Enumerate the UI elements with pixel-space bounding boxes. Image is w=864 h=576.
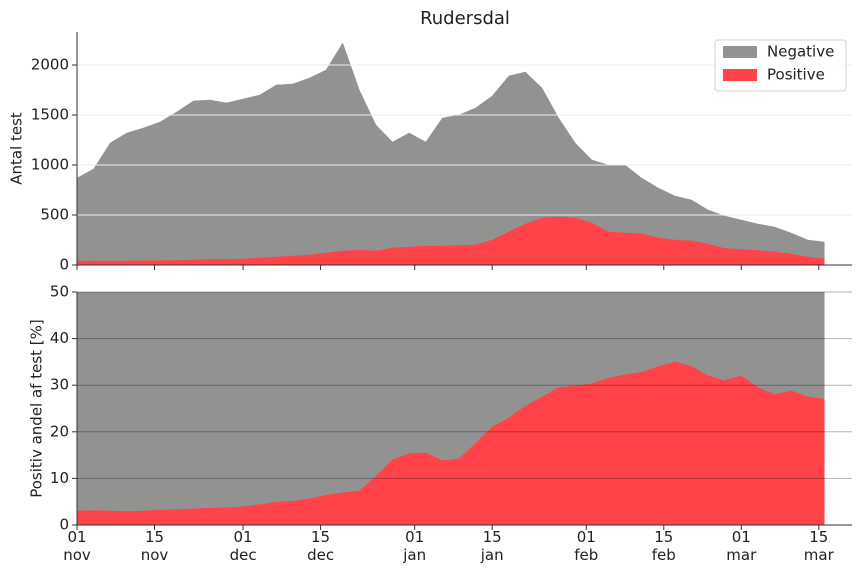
chart-title: Rudersdal <box>420 8 510 29</box>
y-tick-label: 30 <box>50 376 69 394</box>
x-tick-label: 15 jan <box>480 528 504 564</box>
y-tick-label: 1000 <box>31 156 69 174</box>
plot-area <box>76 42 825 266</box>
y-tick-label: 50 <box>50 283 69 301</box>
y-axis-label: Positiv andel af test [%] <box>28 319 46 498</box>
y-tick-label: 0 <box>59 256 69 274</box>
x-tick-label: 15 mar <box>803 528 834 564</box>
legend-swatch <box>723 46 757 58</box>
y-tick-label: 1500 <box>31 106 69 124</box>
area <box>76 42 825 262</box>
area <box>77 361 825 525</box>
y-tick-label: 0 <box>59 516 69 534</box>
x-tick-label: 01 mar <box>726 528 757 564</box>
legend-label: Negative <box>767 43 834 61</box>
y-axis-label: Antal test <box>8 112 26 185</box>
x-tick-label: 15 feb <box>651 528 676 564</box>
x-tick-label: 15 dec <box>307 528 335 564</box>
x-tick-label: 01 feb <box>574 528 599 564</box>
plot-area <box>77 292 825 525</box>
x-tick-label: 01 nov <box>63 528 91 564</box>
y-tick-label: 500 <box>40 206 69 224</box>
legend-label: Positive <box>767 66 825 84</box>
x-tick-label: 01 dec <box>229 528 257 564</box>
y-tick-label: 20 <box>50 422 69 440</box>
x-tick-label: 01 jan <box>403 528 427 564</box>
legend-swatch <box>723 69 757 81</box>
y-tick-label: 10 <box>50 469 69 487</box>
x-tick-label: 15 nov <box>140 528 169 564</box>
y-tick-label: 2000 <box>31 56 69 74</box>
y-tick-label: 40 <box>50 329 69 347</box>
